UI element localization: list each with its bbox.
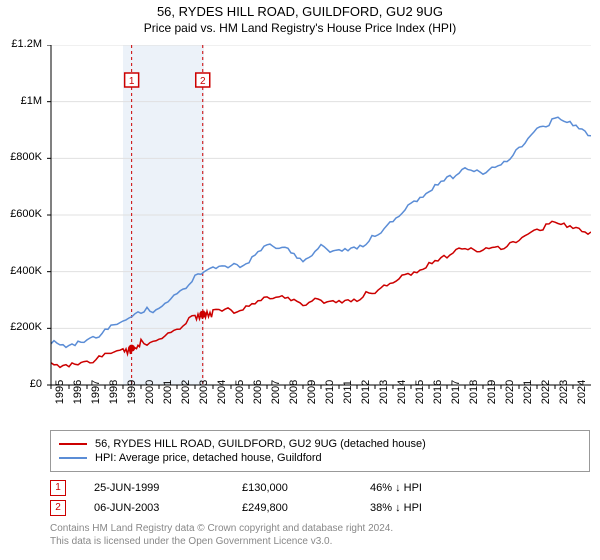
x-tick-label: 2014 — [396, 380, 408, 404]
x-tick-label: 2015 — [414, 380, 426, 404]
chart-container: 56, RYDES HILL ROAD, GUILDFORD, GU2 9UG … — [0, 0, 600, 560]
y-axis: £0£200K£400K£600K£800K£1M£1.2M — [0, 44, 46, 384]
x-tick-label: 1998 — [108, 380, 120, 404]
sale-diff: 38% ↓ HPI — [370, 502, 490, 514]
x-tick-label: 2019 — [486, 380, 498, 404]
x-tick-label: 1997 — [90, 380, 102, 404]
x-axis: 1995199619971998199920002001200220032004… — [50, 388, 590, 428]
x-tick-label: 2010 — [324, 380, 336, 404]
sale-number-label: 1 — [129, 76, 135, 87]
x-tick-label: 2012 — [360, 380, 372, 404]
legend-box: 56, RYDES HILL ROAD, GUILDFORD, GU2 9UG … — [50, 430, 590, 472]
legend-row: 56, RYDES HILL ROAD, GUILDFORD, GU2 9UG … — [59, 438, 581, 450]
title-block: 56, RYDES HILL ROAD, GUILDFORD, GU2 9UG … — [0, 0, 600, 35]
x-tick-label: 2013 — [378, 380, 390, 404]
legend-swatch-icon — [59, 457, 87, 459]
x-tick-label: 2024 — [576, 380, 588, 404]
y-tick-label: £600K — [10, 208, 42, 220]
footer-line2: This data is licensed under the Open Gov… — [50, 536, 332, 547]
x-tick-label: 2021 — [522, 380, 534, 404]
sale-diff: 46% ↓ HPI — [370, 482, 490, 494]
y-tick-label: £200K — [10, 321, 42, 333]
legend-row: HPI: Average price, detached house, Guil… — [59, 452, 581, 464]
x-tick-label: 2005 — [234, 380, 246, 404]
sale-row: 1 25-JUN-1999 £130,000 46% ↓ HPI — [50, 480, 590, 496]
x-tick-label: 2003 — [198, 380, 210, 404]
x-tick-label: 2002 — [180, 380, 192, 404]
x-tick-label: 2016 — [432, 380, 444, 404]
y-tick-label: £1M — [21, 95, 42, 107]
x-tick-label: 2020 — [504, 380, 516, 404]
x-tick-label: 2022 — [540, 380, 552, 404]
x-tick-label: 2004 — [216, 380, 228, 404]
x-tick-label: 2018 — [468, 380, 480, 404]
sale-price: £130,000 — [242, 482, 342, 494]
sale-number-label: 2 — [200, 76, 206, 87]
sale-price: £249,800 — [242, 502, 342, 514]
chart-area: 12 — [50, 44, 592, 386]
x-tick-label: 2017 — [450, 380, 462, 404]
legend-label: 56, RYDES HILL ROAD, GUILDFORD, GU2 9UG … — [95, 438, 426, 450]
y-tick-label: £1.2M — [11, 38, 42, 50]
legend-swatch-icon — [59, 443, 87, 445]
legend-label: HPI: Average price, detached house, Guil… — [95, 452, 322, 464]
footer-line1: Contains HM Land Registry data © Crown c… — [50, 523, 393, 534]
y-tick-label: £400K — [10, 265, 42, 277]
title-address: 56, RYDES HILL ROAD, GUILDFORD, GU2 9UG — [0, 4, 600, 19]
x-tick-label: 2000 — [144, 380, 156, 404]
sale-date: 25-JUN-1999 — [94, 482, 214, 494]
sales-table: 1 25-JUN-1999 £130,000 46% ↓ HPI 2 06-JUN-200… — [50, 476, 590, 520]
y-tick-label: £0 — [30, 378, 42, 390]
x-tick-label: 1996 — [72, 380, 84, 404]
x-tick-label: 2001 — [162, 380, 174, 404]
x-tick-label: 2007 — [270, 380, 282, 404]
x-tick-label: 2006 — [252, 380, 264, 404]
sale-date: 06-JUN-2003 — [94, 502, 214, 514]
x-tick-label: 2009 — [306, 380, 318, 404]
sale-marker-box: 2 — [50, 500, 66, 516]
chart-svg: 12 — [46, 45, 591, 391]
x-tick-label: 1995 — [54, 380, 66, 404]
x-tick-label: 2011 — [342, 380, 354, 404]
x-tick-label: 2008 — [288, 380, 300, 404]
sale-marker-box: 1 — [50, 480, 66, 496]
footer-text: Contains HM Land Registry data © Crown c… — [50, 522, 393, 548]
x-tick-label: 1999 — [126, 380, 138, 404]
x-tick-label: 2023 — [558, 380, 570, 404]
sale-row: 2 06-JUN-2003 £249,800 38% ↓ HPI — [50, 500, 590, 516]
title-subtitle: Price paid vs. HM Land Registry's House … — [0, 21, 600, 35]
y-tick-label: £800K — [10, 151, 42, 163]
